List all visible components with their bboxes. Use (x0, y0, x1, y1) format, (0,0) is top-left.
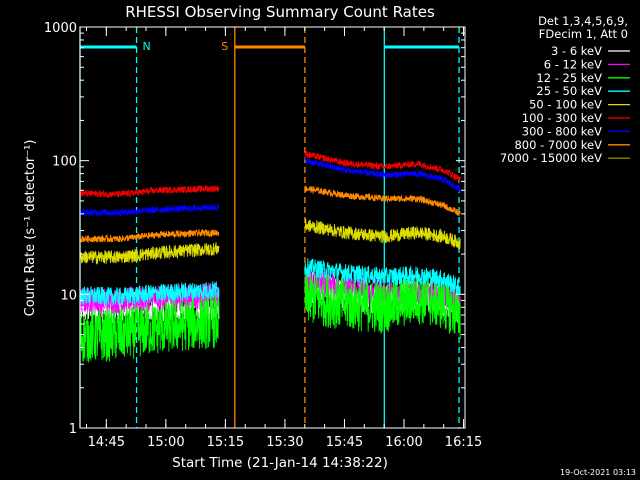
timestamp: 19-Oct-2021 03:13 (560, 468, 636, 477)
x-tick-label: 15:15 (207, 435, 244, 450)
legend-header-line-1: Det 1,3,4,5,6,9, (538, 14, 628, 28)
y-tick-label: 1000 (44, 21, 77, 36)
legend-label-2: 6 - 12 keV (544, 57, 602, 71)
legend-label-5: 50 - 100 keV (529, 98, 602, 112)
saa-label: S (221, 40, 228, 53)
legend-label-9: 7000 - 15000 keV (500, 151, 602, 165)
x-tick-label: 16:15 (445, 435, 482, 450)
series-line-7 (79, 202, 220, 218)
series-line-4 (79, 280, 220, 306)
x-tick-label: 14:45 (88, 435, 125, 450)
legend-label-7: 300 - 800 keV (522, 124, 602, 138)
y-tick-label: 1 (69, 422, 77, 437)
x-axis-label: Start Time (21-Jan-14 14:38:22) (172, 455, 388, 471)
legend-label-1: 3 - 6 keV (551, 44, 602, 58)
series-line-6 (304, 150, 461, 184)
plot-frame (79, 26, 466, 429)
night-label: N (142, 40, 150, 53)
series-line-8 (79, 228, 220, 243)
y-tick-label: 100 (52, 155, 77, 170)
x-tick-label: 16:00 (385, 435, 422, 450)
series-line-3 (79, 294, 220, 363)
series-line-5 (304, 218, 461, 250)
y-axis-label: Count Rate (s⁻¹ detector⁻¹) (23, 140, 38, 317)
legend-label-6: 100 - 300 keV (522, 111, 602, 125)
legend-header-line-2: FDecim 1, Att 0 (539, 27, 628, 41)
series-line-7 (304, 157, 461, 194)
series-line-3 (304, 271, 461, 340)
series-line-8 (304, 185, 461, 217)
x-tick-label: 15:45 (326, 435, 363, 450)
chart-title: RHESSI Observing Summary Count Rates (125, 3, 435, 21)
legend-label-4: 25 - 50 keV (536, 84, 602, 98)
series-line-6 (79, 184, 220, 199)
y-tick-label: 10 (60, 288, 77, 303)
legend-label-3: 12 - 25 keV (536, 71, 602, 85)
series-line-4 (304, 258, 461, 296)
legend-label-8: 800 - 7000 keV (514, 138, 602, 152)
x-tick-label: 15:00 (147, 435, 184, 450)
x-tick-label: 15:30 (266, 435, 303, 450)
series-line-5 (79, 242, 220, 266)
